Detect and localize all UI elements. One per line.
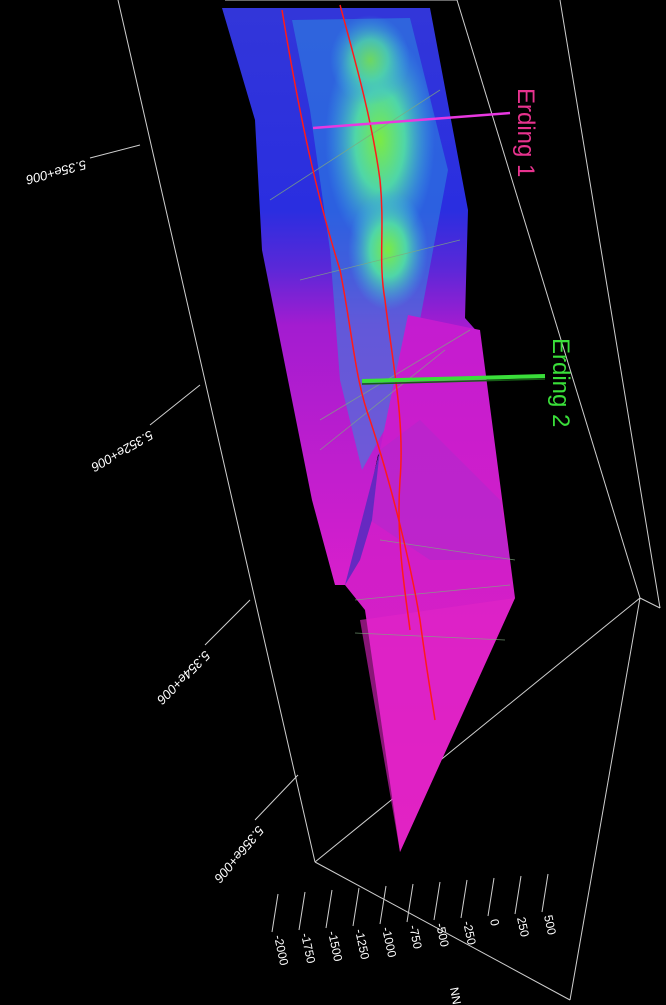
z-tick-mark bbox=[406, 883, 414, 923]
well-erding-2: Erding 2 bbox=[361, 338, 574, 427]
z-tick-label: -1250 bbox=[352, 928, 372, 961]
lower-surface bbox=[345, 315, 515, 852]
z-tick-label: -500 bbox=[433, 922, 452, 949]
well-erding-1-label: Erding 1 bbox=[512, 88, 539, 177]
z-tick-mark bbox=[352, 887, 360, 927]
y-tick-label: 5.356e+006 bbox=[211, 823, 267, 886]
y-tick-label: 5.352e+006 bbox=[88, 427, 156, 475]
z-tick-mark bbox=[514, 875, 522, 915]
section-lines bbox=[269, 89, 516, 641]
z-tick-mark bbox=[379, 885, 387, 925]
z-tick-label: -250 bbox=[460, 920, 479, 947]
z-tick-mark bbox=[298, 891, 306, 931]
z-axis: 500 250 0 -250 -500 -750 -1000 -1250 -1500 -1750-… bbox=[271, 873, 559, 967]
z-tick-mark bbox=[271, 893, 279, 933]
bounding-box bbox=[117, 0, 661, 1001]
upper-surface bbox=[222, 8, 480, 585]
z-tick-label: -1750 bbox=[298, 932, 318, 965]
y-tick-label: 5.354e+006 bbox=[154, 648, 214, 708]
z-tick-label: -750 bbox=[406, 924, 425, 951]
z-tick-label: -2000 bbox=[271, 934, 291, 967]
z-tick-label: -1000 bbox=[379, 926, 399, 959]
z-tick-label: 0 bbox=[487, 918, 502, 928]
z-tick-mark bbox=[325, 889, 333, 929]
fault-traces bbox=[281, 4, 436, 721]
well-erding-2-label: Erding 2 bbox=[547, 338, 574, 427]
z-tick-label: -1500 bbox=[325, 930, 345, 963]
well-erding-1: Erding 1 bbox=[312, 88, 539, 177]
y-tick-label: 5.35e+006 bbox=[24, 157, 88, 188]
z-axis-label: NN m bbox=[447, 986, 466, 1005]
z-tick-mark bbox=[460, 879, 468, 919]
z-tick-label: 500 bbox=[541, 914, 559, 937]
z-tick-mark bbox=[487, 877, 495, 917]
z-tick-label: 250 bbox=[514, 916, 532, 939]
y-axis: 5.35e+006 5.352e+006 5.354e+006 5.356e+0… bbox=[24, 144, 299, 886]
z-tick-mark bbox=[541, 873, 549, 913]
z-tick-mark bbox=[433, 881, 441, 921]
